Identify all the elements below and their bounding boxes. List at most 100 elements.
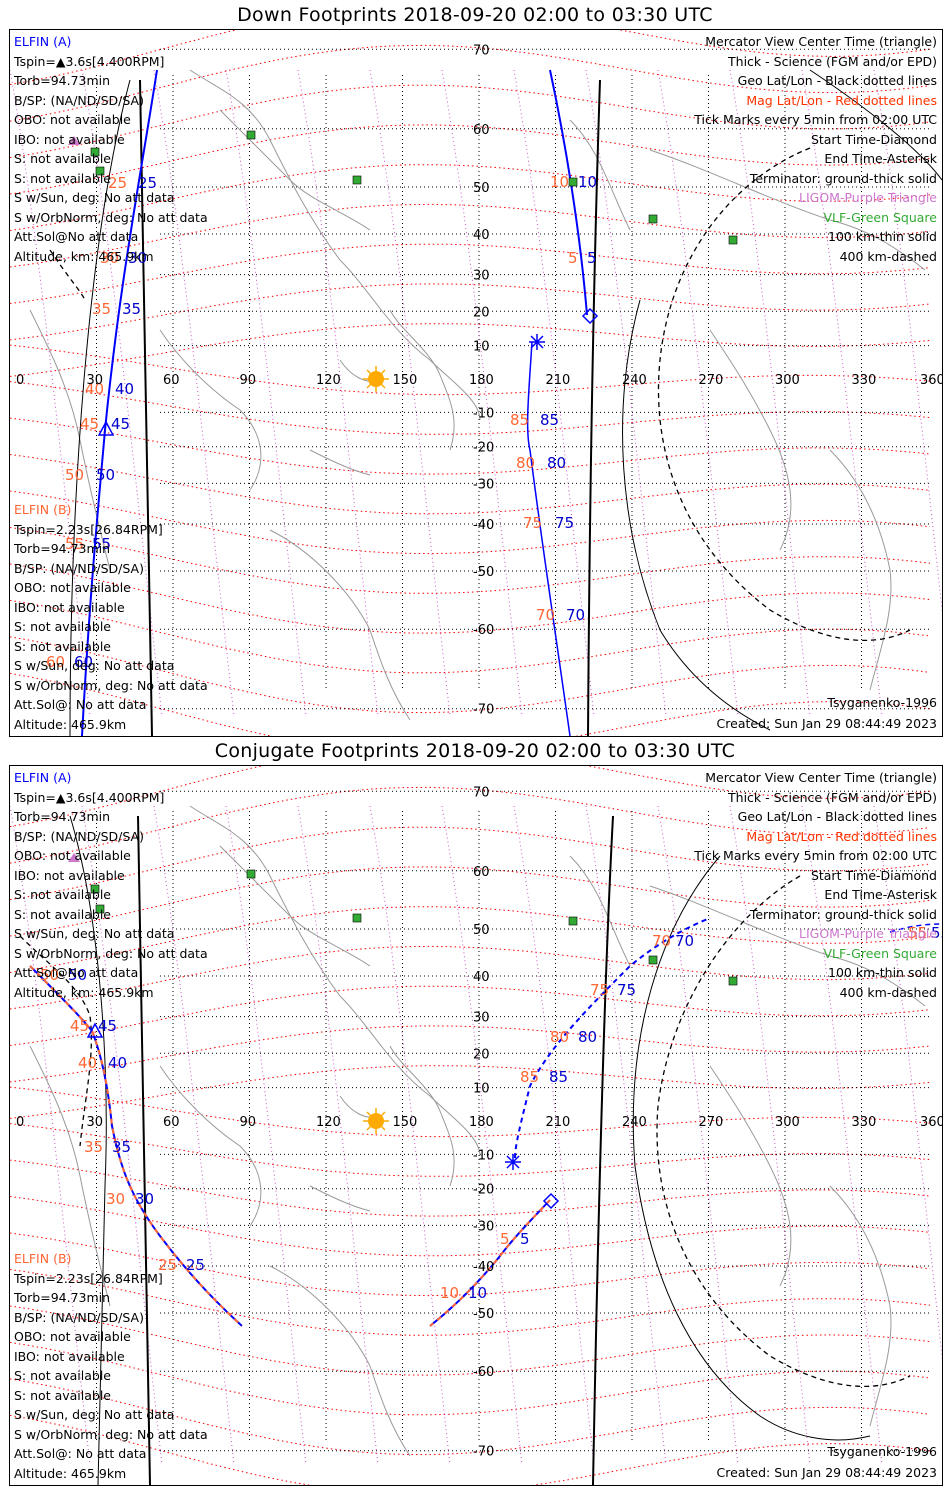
- svg-text:80: 80: [578, 1028, 597, 1046]
- lon-tick-label: 150: [393, 1115, 418, 1130]
- svg-text:70: 70: [652, 932, 671, 950]
- elfin-b-tspin: Tspin=2.23s[26.84RPM]: [14, 521, 163, 537]
- legend-100km: 100 km-thin solid: [828, 965, 937, 980]
- svg-text:25: 25: [186, 1256, 205, 1274]
- elfin-b-alt: Altitude: 465.9km: [14, 716, 127, 732]
- elfin-a-orb: S w/OrbNorm, deg: No att data: [14, 945, 208, 961]
- lon-tick-label: 360: [920, 1115, 942, 1130]
- svg-text:40: 40: [115, 380, 134, 398]
- elfin-a-torb: Torb=94.73min: [14, 73, 111, 88]
- lat-tick-label: -10: [473, 406, 494, 421]
- lon-tick-label: 330: [852, 1115, 877, 1130]
- svg-text:5: 5: [500, 1230, 510, 1248]
- elfin-a-name: ELFIN (A): [14, 770, 72, 785]
- footprint-map-conjugate[interactable]: 70 70 75 75 80 80 85 85 55 55 50 50 45 4…: [10, 766, 942, 1485]
- legend-ligo: LIGOM-Purple Triangle: [798, 926, 937, 941]
- lat-tick-label: 20: [473, 305, 490, 320]
- lon-tick-label: 180: [469, 373, 494, 388]
- svg-text:30: 30: [128, 249, 147, 267]
- elfin-a-att: Att.Sol@No att data: [14, 965, 139, 980]
- elfin-a-sun: S w/Sun, deg: No att data: [14, 190, 175, 205]
- map-panel-conjugate[interactable]: 70 70 75 75 80 80 85 85 55 55 50 50 45 4…: [9, 765, 943, 1486]
- created-date: Created: Sun Jan 29 08:44:49 2023: [716, 716, 937, 731]
- elfin-b-ibo: IBO: not available: [14, 1348, 125, 1364]
- lat-tick-label: 60: [473, 123, 490, 138]
- legend-end: End Time-Asterisk: [824, 887, 937, 902]
- elfin-a-s2: S: not available: [14, 170, 111, 186]
- legend-start: Start Time-Diamond: [810, 131, 937, 147]
- elfin-b-info: ELFIN (B) Tspin=2.23s[26.84RPM] Torb=94.…: [14, 500, 208, 734]
- created-date: Created: Sun Jan 29 08:44:49 2023: [716, 1465, 937, 1480]
- footprint-map-down[interactable]: 10 10 5 5 85 85 80 80 75 75 70 70 25 25 …: [10, 30, 942, 736]
- lon-tick-label: 210: [546, 373, 571, 388]
- lon-tick-label: 30: [87, 373, 104, 388]
- svg-text:55: 55: [908, 924, 927, 942]
- elfin-b-obo: OBO: not available: [14, 580, 131, 595]
- elfin-a-s1: S: not available: [14, 151, 111, 166]
- lon-tick-label: 60: [163, 373, 180, 388]
- map-legend: Mercator View Center Time (triangle) Thi…: [694, 768, 937, 1002]
- elfin-b-s2: S: not available: [14, 1387, 111, 1403]
- elfin-a-info: ELFIN (A) Tspin=▲3.6s[4.400RPM] Torb=94.…: [14, 32, 208, 266]
- elfin-b-alt: Altitude: 465.9km: [14, 1465, 127, 1481]
- lon-tick-label: 270: [699, 373, 724, 388]
- lat-tick-label: -70: [473, 1445, 494, 1460]
- lat-tick-label: 10: [473, 1082, 490, 1097]
- lat-tick-label: -40: [473, 1260, 494, 1275]
- lat-tick-label: -60: [473, 623, 494, 638]
- lon-tick-label: 0: [16, 373, 24, 388]
- elfin-b-tspin: Tspin=2.23s[26.84RPM]: [14, 1270, 163, 1286]
- legend-terminator: Terminator: ground-thick solid: [749, 906, 937, 922]
- map-panel-down[interactable]: 10 10 5 5 85 85 80 80 75 75 70 70 25 25 …: [9, 29, 943, 737]
- lat-tick-label: 70: [473, 43, 490, 58]
- elfin-a-tspin: Tspin=▲3.6s[4.400RPM]: [14, 789, 165, 805]
- svg-text:70: 70: [536, 606, 555, 624]
- svg-text:80: 80: [550, 1028, 569, 1046]
- lat-tick-label: 40: [473, 970, 490, 985]
- svg-text:50: 50: [68, 966, 87, 984]
- legend-end: End Time-Asterisk: [824, 151, 937, 166]
- elfin-b-s2: S: not available: [14, 638, 111, 654]
- elfin-b-name: ELFIN (B): [14, 1251, 72, 1266]
- lon-tick-label: 360: [920, 373, 942, 388]
- svg-text:75: 75: [555, 514, 574, 532]
- lat-tick-label: -70: [473, 703, 494, 718]
- sun-icon: [363, 1108, 389, 1134]
- svg-text:70: 70: [675, 932, 694, 950]
- panel-title-down: Down Footprints 2018-09-20 02:00 to 03:3…: [237, 4, 713, 26]
- svg-text:35: 35: [84, 1138, 103, 1156]
- legend-400km: 400 km-dashed: [839, 984, 937, 1000]
- end-asterisk-icon: [505, 1154, 521, 1170]
- svg-text:10: 10: [440, 1284, 459, 1302]
- legend-vlf: VLF-Green Square: [823, 945, 937, 961]
- svg-text:30: 30: [100, 249, 119, 267]
- legend-ticks: Tick Marks every 5min from 02:00 UTC: [694, 848, 937, 863]
- lat-tick-label: 60: [473, 865, 490, 880]
- end-asterisk-icon: [529, 334, 545, 350]
- legend-view: Mercator View Center Time (triangle): [705, 770, 937, 785]
- elfin-a-s2: S: not available: [14, 906, 111, 922]
- svg-text:40: 40: [108, 1054, 127, 1072]
- track-time-labels: 70 70 75 75 80 80 85 85 55 55 50 50 45 4…: [40, 924, 942, 1302]
- lat-tick-label: -50: [473, 565, 494, 580]
- ligo-triangle-icon: [68, 136, 80, 145]
- lat-tick-label: -10: [473, 1148, 494, 1163]
- ligo-triangle-icon: [68, 853, 80, 862]
- legend-view: Mercator View Center Time (triangle): [705, 34, 937, 49]
- elfin-b-ibo: IBO: not available: [14, 599, 125, 615]
- lat-tick-label: 50: [473, 923, 490, 938]
- geo-grid: [96, 790, 930, 1452]
- legend-thick: Thick - Science (FGM and/or EPD): [728, 53, 937, 69]
- coastlines: [29, 805, 926, 1457]
- legend-vlf: VLF-Green Square: [823, 209, 937, 225]
- elfin-b-name: ELFIN (B): [14, 502, 72, 517]
- map-legend: Mercator View Center Time (triangle) Thi…: [694, 32, 937, 266]
- legend-ticks: Tick Marks every 5min from 02:00 UTC: [694, 112, 937, 127]
- svg-text:60: 60: [46, 653, 65, 671]
- lon-tick-label: 0: [16, 1115, 24, 1130]
- elfin-a-ibo: IBO: not available: [14, 131, 125, 147]
- svg-text:5: 5: [587, 249, 597, 267]
- lon-tick-label: 300: [775, 373, 800, 388]
- elfin-a-name: ELFIN (A): [14, 34, 72, 49]
- legend-terminator: Terminator: ground-thick solid: [749, 170, 937, 186]
